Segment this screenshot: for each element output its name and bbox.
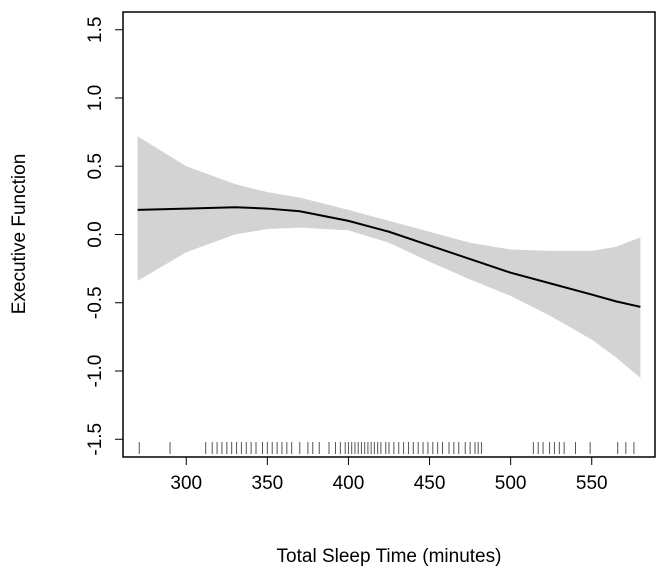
y-tick-label: 0.5 bbox=[85, 153, 106, 179]
x-tick-label: 400 bbox=[333, 473, 365, 494]
x-tick-label: 350 bbox=[252, 473, 284, 494]
y-tick-label: -0.5 bbox=[85, 286, 106, 319]
confidence-band bbox=[137, 136, 641, 378]
y-tick-label: 1.0 bbox=[85, 85, 106, 111]
x-tick-label: 500 bbox=[495, 473, 527, 494]
y-tick-label: 0.0 bbox=[85, 221, 106, 247]
line bbox=[137, 206, 641, 308]
x-tick-label: 450 bbox=[414, 473, 446, 494]
y-tick-label: -1.5 bbox=[85, 423, 106, 456]
y-tick-label: -1.0 bbox=[85, 355, 106, 388]
y-tick-label: 1.5 bbox=[85, 17, 106, 43]
y-axis-label: Executive Function bbox=[9, 154, 30, 315]
x-tick-label: 300 bbox=[170, 473, 202, 494]
x-axis-label: Total Sleep Time (minutes) bbox=[277, 546, 502, 567]
x-tick-label: 550 bbox=[576, 473, 608, 494]
